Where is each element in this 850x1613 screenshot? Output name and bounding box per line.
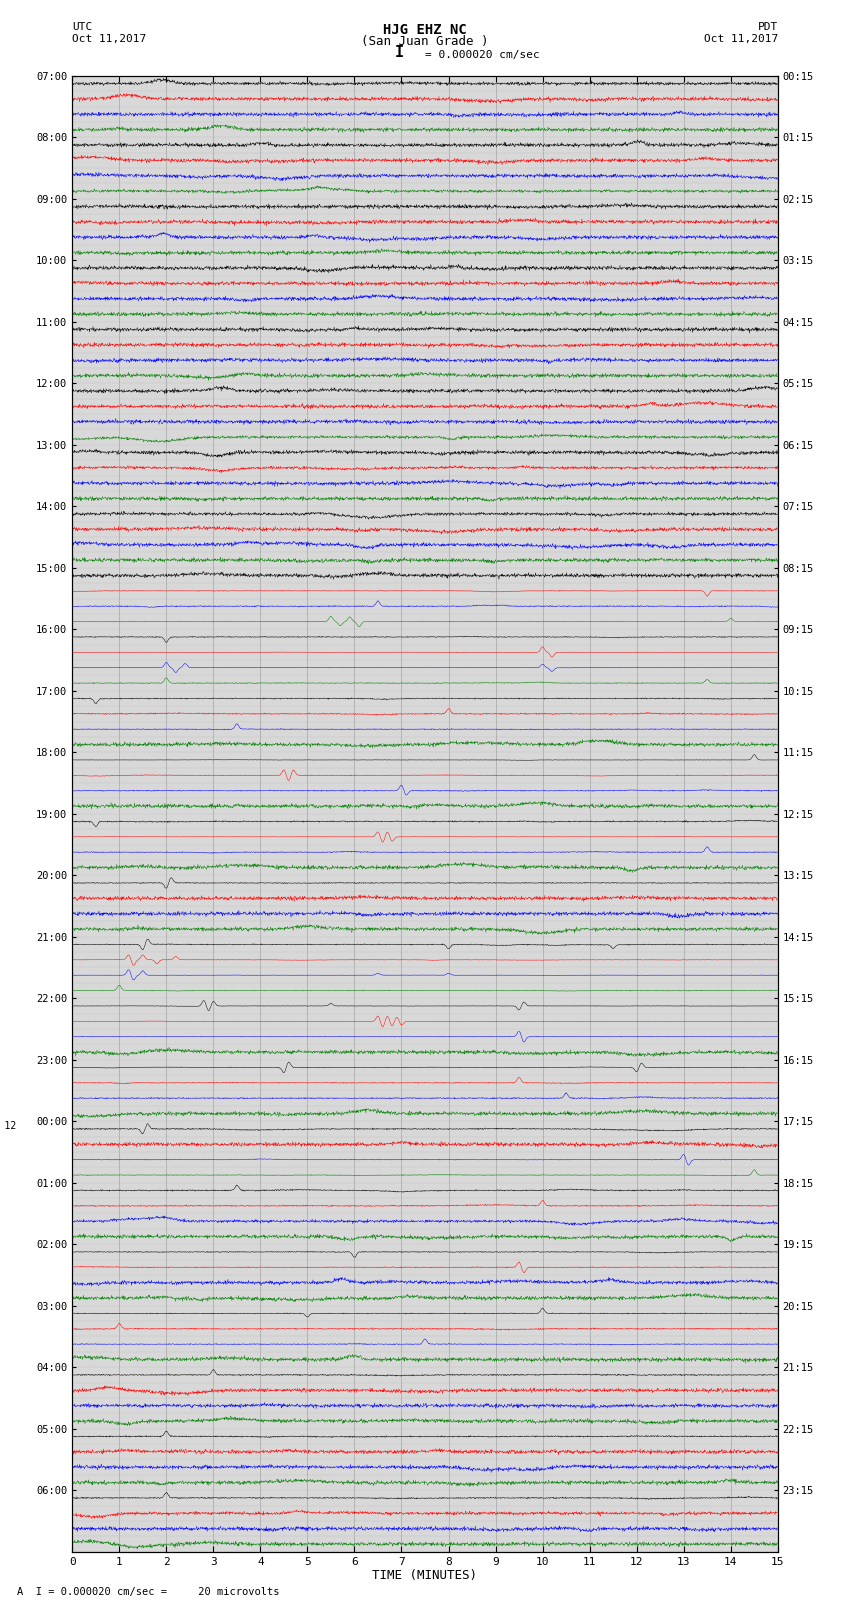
Text: A  I = 0.000020 cm/sec =     20 microvolts: A I = 0.000020 cm/sec = 20 microvolts	[17, 1587, 280, 1597]
Text: = 0.000020 cm/sec: = 0.000020 cm/sec	[425, 50, 540, 60]
Text: HJG EHZ NC: HJG EHZ NC	[383, 23, 467, 37]
Text: Oct 11,2017: Oct 11,2017	[704, 34, 778, 44]
Text: Oct 12: Oct 12	[0, 1121, 16, 1131]
Text: Oct 11,2017: Oct 11,2017	[72, 34, 146, 44]
Text: PDT: PDT	[757, 23, 778, 32]
Text: I: I	[395, 45, 404, 60]
Text: (San Juan Grade ): (San Juan Grade )	[361, 35, 489, 48]
X-axis label: TIME (MINUTES): TIME (MINUTES)	[372, 1569, 478, 1582]
Text: UTC: UTC	[72, 23, 93, 32]
